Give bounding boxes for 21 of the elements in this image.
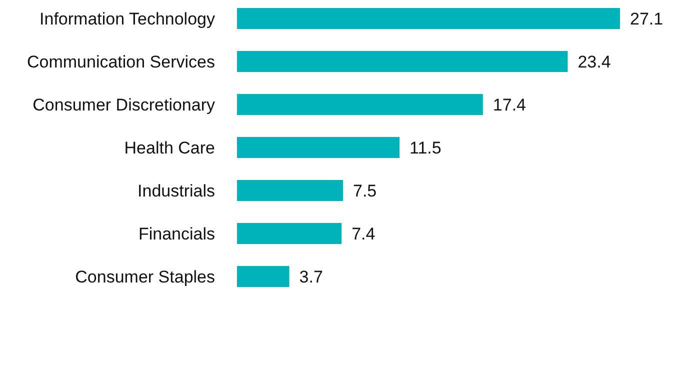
bar <box>237 266 290 287</box>
data-label: 17.4 <box>492 95 526 114</box>
bar <box>237 180 343 201</box>
y-tick-label: Health Care <box>124 138 215 158</box>
y-tick-label: Communication Services <box>26 52 215 72</box>
y-tick-label: Consumer Discretionary <box>32 95 216 114</box>
y-tick-label: Consumer Staples <box>75 267 215 286</box>
data-label: 11.5 <box>410 138 442 158</box>
bar <box>237 223 342 244</box>
y-tick-label: Industrials <box>138 181 215 200</box>
data-label: 23.4 <box>578 52 611 72</box>
data-label: 27.1 <box>630 9 664 28</box>
bar <box>237 137 400 158</box>
bar <box>237 51 568 72</box>
data-label: 7.4 <box>352 224 376 244</box>
data-label: 3.7 <box>299 267 323 286</box>
bar <box>237 94 483 115</box>
data-label: 7.5 <box>352 181 377 200</box>
y-tick-label: Financials <box>138 224 215 244</box>
bar <box>237 8 620 29</box>
y-tick-label: Information Technology <box>40 9 216 28</box>
